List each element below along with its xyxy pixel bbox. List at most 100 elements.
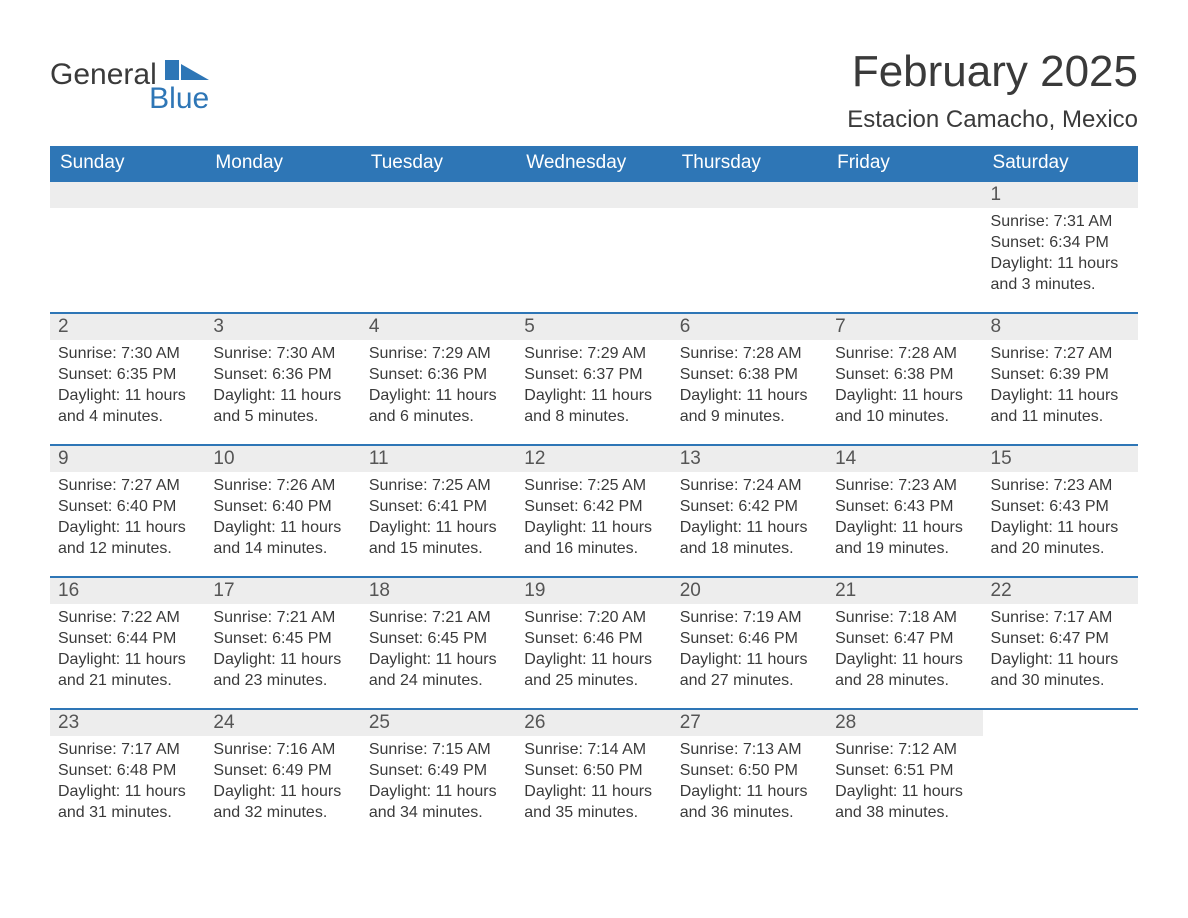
brand-logo: General Blue (50, 48, 209, 114)
header: General Blue February 2025 Estacion Cama… (50, 48, 1138, 134)
daylight-text: Daylight: 11 hours (991, 386, 1130, 407)
daylight-text: and 21 minutes. (58, 671, 197, 692)
day-number: 22 (983, 578, 1138, 604)
daylight-text: and 15 minutes. (369, 539, 508, 560)
sunset-text: Sunset: 6:35 PM (58, 365, 197, 386)
day-details: Sunrise: 7:24 AMSunset: 6:42 PMDaylight:… (672, 472, 827, 565)
day-number: 6 (672, 314, 827, 340)
day-number: 11 (361, 446, 516, 472)
calendar-day: 11Sunrise: 7:25 AMSunset: 6:41 PMDayligh… (361, 445, 516, 577)
day-header: Thursday (672, 146, 827, 181)
sunset-text: Sunset: 6:41 PM (369, 497, 508, 518)
sunrise-text: Sunrise: 7:27 AM (991, 344, 1130, 365)
sunset-text: Sunset: 6:44 PM (58, 629, 197, 650)
day-number: 4 (361, 314, 516, 340)
daylight-text: Daylight: 11 hours (991, 518, 1130, 539)
calendar-day: 23Sunrise: 7:17 AMSunset: 6:48 PMDayligh… (50, 709, 205, 841)
sunrise-text: Sunrise: 7:29 AM (524, 344, 663, 365)
calendar-day: 26Sunrise: 7:14 AMSunset: 6:50 PMDayligh… (516, 709, 671, 841)
day-header: Tuesday (361, 146, 516, 181)
calendar-day: 22Sunrise: 7:17 AMSunset: 6:47 PMDayligh… (983, 577, 1138, 709)
sunset-text: Sunset: 6:42 PM (680, 497, 819, 518)
day-number: 28 (827, 710, 982, 736)
day-details: Sunrise: 7:15 AMSunset: 6:49 PMDaylight:… (361, 736, 516, 829)
daylight-text: and 27 minutes. (680, 671, 819, 692)
daylight-text: Daylight: 11 hours (835, 650, 974, 671)
calendar-day: 25Sunrise: 7:15 AMSunset: 6:49 PMDayligh… (361, 709, 516, 841)
daylight-text: Daylight: 11 hours (991, 254, 1130, 275)
daylight-text: Daylight: 11 hours (58, 518, 197, 539)
day-number: 8 (983, 314, 1138, 340)
day-number-empty (672, 182, 827, 208)
day-number: 5 (516, 314, 671, 340)
day-number: 16 (50, 578, 205, 604)
sunrise-text: Sunrise: 7:14 AM (524, 740, 663, 761)
day-number-empty (827, 182, 982, 208)
daylight-text: Daylight: 11 hours (213, 782, 352, 803)
calendar-day: 19Sunrise: 7:20 AMSunset: 6:46 PMDayligh… (516, 577, 671, 709)
sunset-text: Sunset: 6:43 PM (991, 497, 1130, 518)
sunrise-text: Sunrise: 7:16 AM (213, 740, 352, 761)
daylight-text: and 32 minutes. (213, 803, 352, 824)
day-details: Sunrise: 7:29 AMSunset: 6:36 PMDaylight:… (361, 340, 516, 433)
day-details: Sunrise: 7:20 AMSunset: 6:46 PMDaylight:… (516, 604, 671, 697)
sunrise-text: Sunrise: 7:23 AM (991, 476, 1130, 497)
sunset-text: Sunset: 6:49 PM (369, 761, 508, 782)
day-number: 1 (983, 182, 1138, 208)
daylight-text: Daylight: 11 hours (835, 386, 974, 407)
day-number: 17 (205, 578, 360, 604)
day-number-empty (983, 710, 1138, 736)
calendar-day: 10Sunrise: 7:26 AMSunset: 6:40 PMDayligh… (205, 445, 360, 577)
daylight-text: and 14 minutes. (213, 539, 352, 560)
day-number: 12 (516, 446, 671, 472)
day-details: Sunrise: 7:28 AMSunset: 6:38 PMDaylight:… (827, 340, 982, 433)
month-title: February 2025 (847, 48, 1138, 96)
calendar-day-empty (361, 181, 516, 313)
day-details: Sunrise: 7:28 AMSunset: 6:38 PMDaylight:… (672, 340, 827, 433)
sunset-text: Sunset: 6:34 PM (991, 233, 1130, 254)
sunrise-text: Sunrise: 7:22 AM (58, 608, 197, 629)
calendar-week: 2Sunrise: 7:30 AMSunset: 6:35 PMDaylight… (50, 313, 1138, 445)
sunrise-text: Sunrise: 7:23 AM (835, 476, 974, 497)
daylight-text: and 16 minutes. (524, 539, 663, 560)
sunset-text: Sunset: 6:38 PM (835, 365, 974, 386)
day-header-row: SundayMondayTuesdayWednesdayThursdayFrid… (50, 146, 1138, 181)
daylight-text: Daylight: 11 hours (213, 650, 352, 671)
sunset-text: Sunset: 6:46 PM (524, 629, 663, 650)
day-details: Sunrise: 7:23 AMSunset: 6:43 PMDaylight:… (983, 472, 1138, 565)
calendar-day: 3Sunrise: 7:30 AMSunset: 6:36 PMDaylight… (205, 313, 360, 445)
calendar-page: General Blue February 2025 Estacion Cama… (0, 0, 1188, 918)
daylight-text: and 4 minutes. (58, 407, 197, 428)
day-details: Sunrise: 7:25 AMSunset: 6:42 PMDaylight:… (516, 472, 671, 565)
calendar-day-empty (983, 709, 1138, 841)
day-details: Sunrise: 7:30 AMSunset: 6:35 PMDaylight:… (50, 340, 205, 433)
day-details: Sunrise: 7:22 AMSunset: 6:44 PMDaylight:… (50, 604, 205, 697)
daylight-text: Daylight: 11 hours (680, 386, 819, 407)
daylight-text: and 20 minutes. (991, 539, 1130, 560)
day-details: Sunrise: 7:21 AMSunset: 6:45 PMDaylight:… (361, 604, 516, 697)
daylight-text: and 5 minutes. (213, 407, 352, 428)
daylight-text: Daylight: 11 hours (680, 518, 819, 539)
day-number: 18 (361, 578, 516, 604)
sunset-text: Sunset: 6:50 PM (680, 761, 819, 782)
daylight-text: Daylight: 11 hours (369, 518, 508, 539)
day-number: 23 (50, 710, 205, 736)
daylight-text: and 19 minutes. (835, 539, 974, 560)
sunset-text: Sunset: 6:50 PM (524, 761, 663, 782)
calendar-week: 1Sunrise: 7:31 AMSunset: 6:34 PMDaylight… (50, 181, 1138, 313)
calendar-day: 2Sunrise: 7:30 AMSunset: 6:35 PMDaylight… (50, 313, 205, 445)
daylight-text: and 34 minutes. (369, 803, 508, 824)
daylight-text: and 35 minutes. (524, 803, 663, 824)
day-number: 9 (50, 446, 205, 472)
calendar-day-empty (672, 181, 827, 313)
daylight-text: Daylight: 11 hours (58, 650, 197, 671)
daylight-text: and 30 minutes. (991, 671, 1130, 692)
calendar-week: 16Sunrise: 7:22 AMSunset: 6:44 PMDayligh… (50, 577, 1138, 709)
calendar-day: 4Sunrise: 7:29 AMSunset: 6:36 PMDaylight… (361, 313, 516, 445)
day-header: Saturday (983, 146, 1138, 181)
sunrise-text: Sunrise: 7:12 AM (835, 740, 974, 761)
day-number: 25 (361, 710, 516, 736)
daylight-text: and 38 minutes. (835, 803, 974, 824)
calendar-day: 24Sunrise: 7:16 AMSunset: 6:49 PMDayligh… (205, 709, 360, 841)
day-details: Sunrise: 7:18 AMSunset: 6:47 PMDaylight:… (827, 604, 982, 697)
